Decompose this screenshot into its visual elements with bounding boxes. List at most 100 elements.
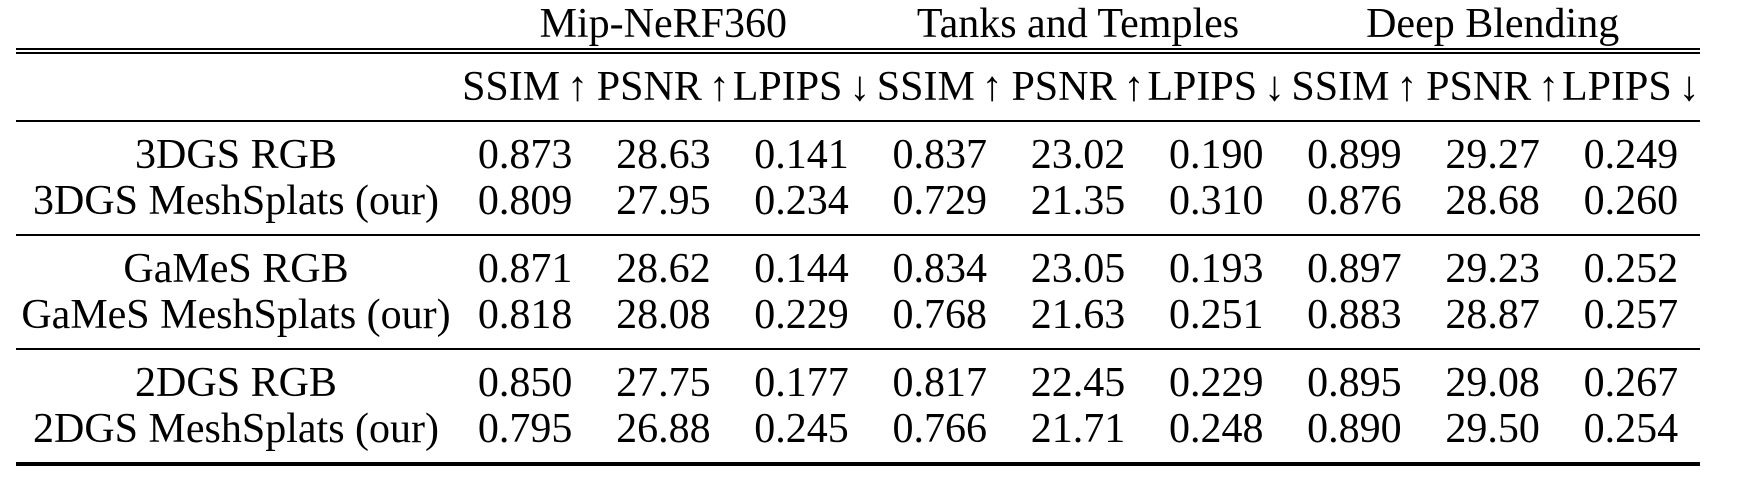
value-cell: 0.245 — [732, 406, 871, 466]
value-cell: 0.899 — [1307, 132, 1402, 178]
row-label: 3DGS RGB — [135, 132, 337, 178]
value-cell: 27.75 — [594, 348, 733, 406]
metric-header-row: SSIM ↑ PSNR ↑ LPIPS ↓ SSIM ↑ PSNR ↑ LPIPS ↓ SS… — [16, 51, 1700, 122]
value-cell: 21.63 — [1030, 292, 1126, 338]
value-cell: 0.818 — [477, 292, 573, 338]
group-header-deep-blending: Deep Blending — [1285, 0, 1700, 54]
value-cell: 0.249 — [1583, 132, 1679, 178]
value-cell: 0.177 — [732, 348, 871, 406]
value-cell: 0.260 — [1583, 178, 1679, 224]
value-cell: 0.895 — [1285, 348, 1424, 406]
value-cell: 27.95 — [616, 178, 711, 224]
table-row-games-rgb: GaMeS RGB 0.871 28.62 0.144 0.834 23.05 … — [16, 234, 1700, 292]
down-arrow-icon: ↓ — [1678, 64, 1700, 110]
value-cell: 21.71 — [1008, 406, 1148, 466]
value-cell: 0.190 — [1168, 132, 1264, 178]
value-cell: 28.62 — [594, 234, 733, 292]
value-cell: 0.883 — [1307, 292, 1402, 338]
value-cell: 0.876 — [1307, 178, 1402, 224]
up-arrow-icon: ↑ — [1538, 64, 1560, 110]
value-cell: 0.729 — [892, 178, 988, 224]
value-cell: 0.229 — [1147, 348, 1286, 406]
metric-header-lpips: LPIPS ↓ — [732, 51, 871, 122]
table-header: Mip-NeRF360 Tanks and Temples Deep Blend… — [16, 0, 1700, 122]
metric-name: PSNR — [596, 64, 702, 110]
corner-spacer — [16, 0, 456, 54]
value-cell: 23.05 — [1008, 234, 1148, 292]
table-row-2dgs-rgb: 2DGS RGB 0.850 27.75 0.177 0.817 22.45 0… — [16, 348, 1700, 406]
table-row-3dgs-meshsplats: 3DGS MeshSplats (our) 0.809 27.95 0.234 … — [16, 178, 1700, 235]
metric-name: SSIM — [462, 64, 561, 110]
value-cell: 0.234 — [754, 178, 849, 224]
value-cell: 0.897 — [1285, 234, 1424, 292]
up-arrow-icon: ↑ — [567, 64, 589, 110]
section-2dgs: 2DGS RGB 0.850 27.75 0.177 0.817 22.45 0… — [16, 348, 1700, 466]
value-cell: 0.257 — [1583, 292, 1679, 338]
value-cell: 28.08 — [616, 292, 711, 338]
up-arrow-icon: ↑ — [981, 64, 1003, 110]
value-cell: 0.766 — [870, 406, 1009, 466]
metric-header-psnr: PSNR ↑ — [1423, 51, 1562, 122]
up-arrow-icon: ↑ — [1396, 64, 1418, 110]
value-cell: 0.871 — [456, 234, 595, 292]
row-label: 2DGS RGB — [16, 348, 456, 406]
value-cell: 22.45 — [1008, 348, 1148, 406]
up-arrow-icon: ↑ — [708, 64, 730, 110]
value-cell: 0.141 — [754, 132, 849, 178]
metric-name: SSIM — [1291, 64, 1390, 110]
metric-header-ssim: SSIM ↑ — [870, 51, 1009, 122]
corner-spacer — [16, 51, 456, 122]
metric-header-ssim: SSIM ↑ — [456, 51, 595, 122]
value-cell: 29.23 — [1423, 234, 1562, 292]
down-arrow-icon: ↓ — [1264, 64, 1286, 110]
group-header-mip-nerf360: Mip-NeRF360 — [456, 0, 871, 54]
value-cell: 0.795 — [456, 406, 595, 466]
section-3dgs: 3DGS RGB 0.873 28.63 0.141 0.837 23.02 0… — [16, 121, 1700, 235]
metric-header-ssim: SSIM ↑ — [1285, 51, 1424, 122]
value-cell: 0.248 — [1147, 406, 1286, 466]
value-cell: 29.50 — [1423, 406, 1562, 466]
row-label: 2DGS MeshSplats (our) — [16, 406, 456, 466]
value-cell: 0.873 — [477, 132, 573, 178]
metric-name: PSNR — [1426, 64, 1532, 110]
value-cell: 0.229 — [754, 292, 849, 338]
value-cell: 0.817 — [870, 348, 1009, 406]
metric-header-lpips: LPIPS ↓ — [1561, 51, 1700, 122]
value-cell: 0.144 — [732, 234, 871, 292]
metric-header-psnr: PSNR ↑ — [594, 51, 733, 122]
value-cell: 29.08 — [1423, 348, 1562, 406]
metric-header-psnr: PSNR ↑ — [1008, 51, 1148, 122]
row-label: GaMeS MeshSplats (our) — [21, 292, 451, 338]
value-cell: 29.27 — [1445, 132, 1540, 178]
metric-name: PSNR — [1011, 64, 1117, 110]
group-header-tanks-and-temples: Tanks and Temples — [870, 0, 1286, 54]
value-cell: 0.310 — [1168, 178, 1264, 224]
metric-name: LPIPS — [732, 64, 843, 110]
value-cell: 28.87 — [1445, 292, 1540, 338]
metric-header-lpips: LPIPS ↓ — [1147, 51, 1286, 122]
value-cell: 0.251 — [1168, 292, 1264, 338]
table-row-3dgs-rgb: 3DGS RGB 0.873 28.63 0.141 0.837 23.02 0… — [16, 121, 1700, 178]
value-cell: 26.88 — [594, 406, 733, 466]
value-cell: 0.834 — [870, 234, 1009, 292]
down-arrow-icon: ↓ — [849, 64, 871, 110]
row-label: GaMeS RGB — [16, 234, 456, 292]
section-games: GaMeS RGB 0.871 28.62 0.144 0.834 23.05 … — [16, 234, 1700, 349]
table-row-2dgs-meshsplats: 2DGS MeshSplats (our) 0.795 26.88 0.245 … — [16, 406, 1700, 466]
metric-name: LPIPS — [1147, 64, 1258, 110]
row-label: 3DGS MeshSplats (our) — [33, 178, 439, 224]
value-cell: 0.193 — [1147, 234, 1286, 292]
value-cell: 0.254 — [1561, 406, 1700, 466]
up-arrow-icon: ↑ — [1123, 64, 1145, 110]
value-cell: 21.35 — [1030, 178, 1126, 224]
table-row-games-meshsplats: GaMeS MeshSplats (our) 0.818 28.08 0.229… — [16, 292, 1700, 349]
value-cell: 0.252 — [1561, 234, 1700, 292]
value-cell: 0.890 — [1285, 406, 1424, 466]
value-cell: 0.267 — [1561, 348, 1700, 406]
value-cell: 0.837 — [892, 132, 988, 178]
dataset-group-header-row: Mip-NeRF360 Tanks and Temples Deep Blend… — [16, 0, 1700, 54]
metric-name: LPIPS — [1562, 64, 1672, 110]
value-cell: 0.768 — [892, 292, 988, 338]
metric-name: SSIM — [876, 64, 975, 110]
